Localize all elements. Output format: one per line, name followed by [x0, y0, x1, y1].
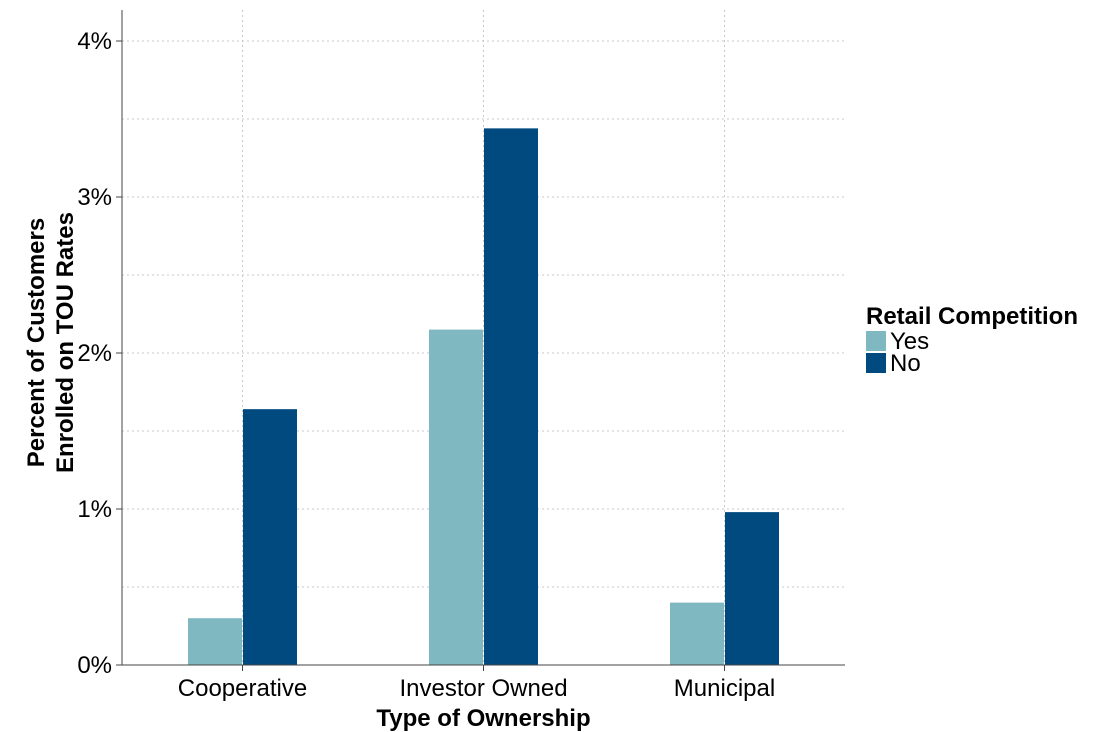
x-tick-label: Cooperative [178, 675, 307, 702]
y-tick-label: 3% [77, 184, 112, 211]
legend-title: Retail Competition [866, 303, 1078, 330]
y-tick-label: 4% [77, 28, 112, 55]
y-tick-label: 1% [77, 496, 112, 523]
grid [122, 10, 845, 665]
x-tick-label: Investor Owned [399, 675, 567, 702]
bar-no-investor-owned [484, 128, 538, 666]
bar-no-municipal [725, 512, 779, 665]
bar-yes-investor-owned [429, 329, 483, 665]
y-tick-label: 2% [77, 340, 112, 367]
legend-swatch-yes [866, 331, 886, 351]
y-axis-title-line-2: Enrolled on TOU Rates [52, 212, 79, 473]
bars [188, 128, 779, 666]
bar-yes-municipal [670, 602, 724, 665]
legend-label-yes: Yes [890, 328, 929, 355]
bar-yes-cooperative [188, 618, 242, 665]
y-axis-title: Percent of Customers Enrolled on TOU Rat… [23, 212, 79, 473]
y-axis-ticks: 0% 1% 2% 3% 4% [77, 28, 122, 679]
legend-label-no: No [890, 350, 921, 377]
y-tick-label: 0% [77, 652, 112, 679]
y-axis-title-line-1: Percent of Customers [23, 218, 50, 467]
bar-no-cooperative [243, 409, 297, 665]
legend-swatch-no [866, 353, 886, 373]
x-tick-label: Municipal [674, 675, 775, 702]
x-axis-ticks: Cooperative Investor Owned Municipal [178, 665, 775, 702]
x-axis-title: Type of Ownership [376, 705, 590, 732]
